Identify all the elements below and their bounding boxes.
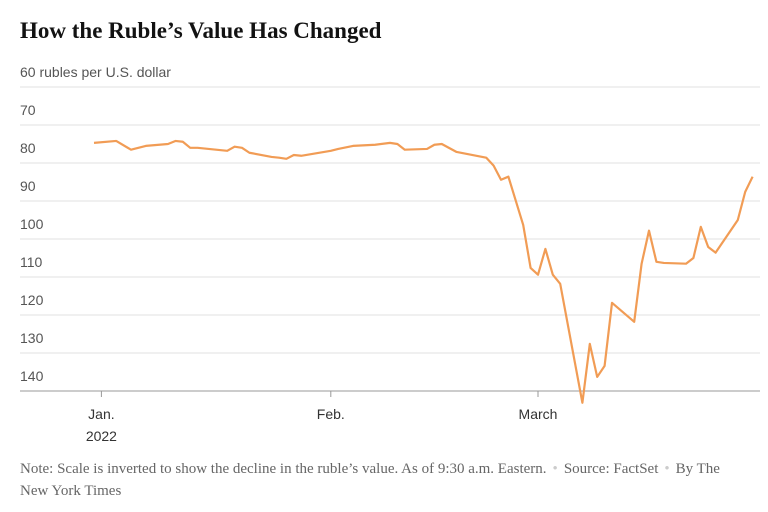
x-year-label: 2022	[86, 428, 117, 444]
x-tick-label: Jan.	[88, 406, 114, 422]
source: Source: FactSet	[563, 461, 659, 477]
footnote: Note: Scale is inverted to show the decl…	[20, 461, 720, 499]
y-tick-label: 80	[20, 140, 36, 156]
y-tick-label: 120	[20, 292, 44, 308]
credit: By The New York Times	[20, 461, 720, 499]
x-tick-label: Feb.	[317, 406, 345, 422]
y-tick-label: 130	[20, 330, 44, 346]
y-tick-label: 100	[20, 216, 44, 232]
x-tick-label: March	[519, 406, 558, 422]
y-tick-label: 140	[20, 368, 44, 384]
line	[93, 139, 754, 404]
y-tick-label: 110	[20, 254, 43, 270]
note: Note: Scale is inverted to show the decl…	[20, 461, 547, 477]
y-tick-label: 60 rubles per U.S. dollar	[20, 64, 171, 80]
chart: How the Ruble’s Value Has Changed 60 rub…	[20, 18, 760, 444]
chart-title: How the Ruble’s Value Has Changed	[20, 18, 382, 43]
y-tick-label: 90	[20, 178, 36, 194]
y-tick-label: 70	[20, 102, 36, 118]
